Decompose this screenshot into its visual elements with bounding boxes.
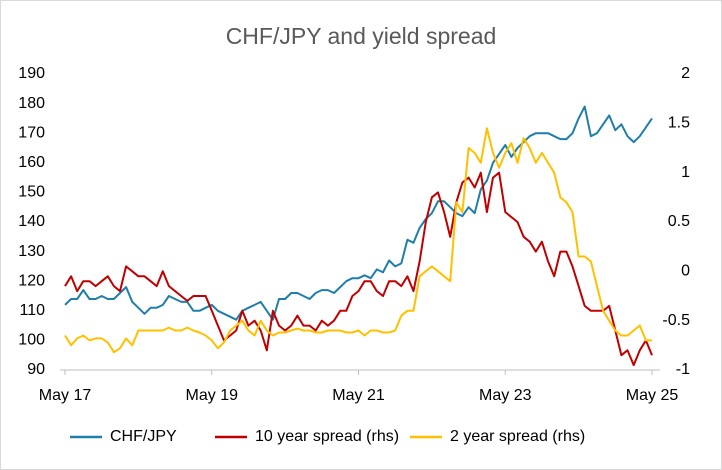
- x-tick-label: May 25: [626, 387, 679, 404]
- y2-tick-label: 0.5: [668, 213, 690, 230]
- y-tick-label: 150: [18, 184, 45, 201]
- series-line: [64, 171, 653, 367]
- y-tick-label: 110: [19, 302, 45, 319]
- chart-title: CHF/JPY and yield spread: [226, 23, 497, 49]
- y-tick-label: 160: [18, 154, 45, 171]
- y2-tick-label: 2: [681, 65, 690, 82]
- x-tick-label: May 19: [186, 387, 239, 404]
- y-tick-label: 190: [18, 65, 45, 82]
- x-tick-label: May 17: [39, 387, 92, 404]
- y-tick-label: 100: [18, 332, 45, 349]
- series-line: [64, 105, 653, 321]
- y-tick-label: 130: [18, 243, 45, 260]
- x-tick-label: May 23: [479, 387, 532, 404]
- y-tick-label: 180: [18, 95, 45, 112]
- series-line: [64, 127, 652, 354]
- y-tick-label: 170: [18, 124, 45, 141]
- y2-tick-label: -1: [676, 361, 690, 378]
- legend-label: 10 year spread (rhs): [255, 428, 399, 445]
- y2-tick-label: 1: [681, 164, 690, 181]
- y-tick-label: 120: [18, 272, 45, 289]
- y2-tick-label: -0.5: [662, 312, 690, 329]
- y2-tick-label: 0: [681, 263, 690, 280]
- y-tick-label: 140: [18, 213, 45, 230]
- x-tick-label: May 21: [332, 387, 385, 404]
- legend-label: 2 year spread (rhs): [450, 428, 585, 445]
- y-tick-label: 90: [27, 361, 45, 378]
- legend-label: CHF/JPY: [110, 428, 177, 445]
- y2-tick-label: 1.5: [668, 115, 690, 132]
